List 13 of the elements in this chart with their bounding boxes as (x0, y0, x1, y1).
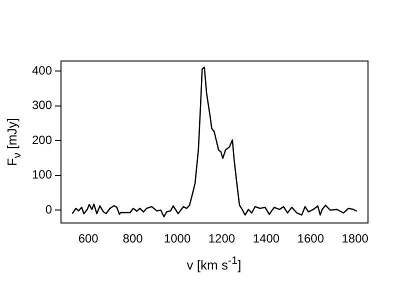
y-tick-label: 0 (45, 202, 52, 216)
x-tick-label: 800 (122, 232, 144, 246)
x-tick-label: 1400 (252, 232, 280, 246)
y-tick-label: 300 (32, 98, 52, 112)
y-tick-label: 400 (32, 63, 52, 78)
x-tick-label: 1000 (164, 232, 191, 246)
y-tick-label: 100 (32, 168, 52, 182)
x-tick-label: 1800 (342, 232, 369, 246)
y-tick-label: 200 (32, 132, 52, 147)
x-tick-label: 1200 (208, 232, 236, 246)
x-tick-label: 1600 (297, 232, 324, 246)
x-axis-title: v [km s$^{-1}$] (186, 255, 242, 272)
x-tick-label: 600 (78, 232, 99, 246)
